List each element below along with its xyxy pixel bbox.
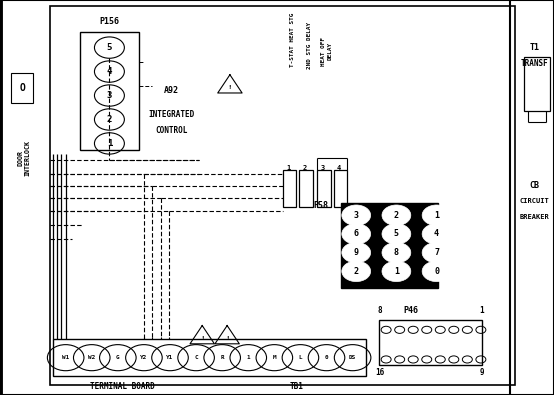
- Bar: [53, 339, 366, 376]
- Text: 9: 9: [480, 368, 484, 376]
- Text: CIRCUIT: CIRCUIT: [520, 198, 550, 205]
- Text: !: !: [201, 336, 203, 340]
- Text: A92: A92: [164, 87, 179, 95]
- Text: 7: 7: [434, 248, 439, 257]
- Text: 1: 1: [286, 165, 290, 171]
- Bar: [379, 320, 482, 365]
- Text: 1: 1: [394, 267, 399, 276]
- Text: W2: W2: [88, 355, 95, 360]
- Text: 2: 2: [394, 211, 399, 220]
- Bar: [11, 73, 33, 103]
- Circle shape: [342, 224, 371, 244]
- Circle shape: [342, 261, 371, 282]
- Text: DS: DS: [349, 355, 356, 360]
- Text: 1: 1: [247, 355, 250, 360]
- Text: P46: P46: [403, 306, 419, 314]
- Text: 0: 0: [325, 355, 329, 360]
- Text: Y2: Y2: [140, 355, 147, 360]
- Bar: [50, 6, 515, 385]
- Text: Y1: Y1: [166, 355, 173, 360]
- Circle shape: [382, 224, 411, 244]
- Text: BREAKER: BREAKER: [520, 214, 550, 220]
- Text: 0: 0: [434, 267, 439, 276]
- Text: 5: 5: [107, 43, 112, 52]
- Circle shape: [382, 243, 411, 263]
- Text: M: M: [273, 355, 276, 360]
- Bar: [317, 170, 331, 207]
- Circle shape: [422, 205, 451, 226]
- Text: T1: T1: [530, 43, 540, 52]
- Bar: [524, 57, 550, 111]
- Text: 2: 2: [302, 165, 307, 171]
- Text: 6: 6: [353, 229, 359, 239]
- Text: 2: 2: [107, 115, 112, 124]
- Text: 16: 16: [375, 368, 384, 376]
- Text: 8: 8: [394, 248, 399, 257]
- Bar: [341, 203, 438, 288]
- Text: W1: W1: [62, 355, 69, 360]
- Circle shape: [422, 261, 451, 282]
- Text: C: C: [194, 355, 198, 360]
- Text: TB1: TB1: [289, 382, 304, 391]
- Text: L: L: [299, 355, 302, 360]
- Text: O: O: [19, 83, 25, 93]
- Circle shape: [342, 205, 371, 226]
- Text: T-STAT HEAT STG: T-STAT HEAT STG: [290, 12, 295, 67]
- Text: 4: 4: [107, 67, 112, 76]
- Text: G: G: [116, 355, 120, 360]
- Text: TRANSF: TRANSF: [521, 59, 548, 68]
- Text: 3: 3: [353, 211, 359, 220]
- Circle shape: [382, 261, 411, 282]
- Circle shape: [342, 243, 371, 263]
- Text: R: R: [220, 355, 224, 360]
- Bar: [299, 170, 313, 207]
- Text: !: !: [226, 336, 228, 340]
- Text: 2ND STG DELAY: 2ND STG DELAY: [306, 22, 312, 69]
- Text: 1: 1: [434, 211, 439, 220]
- Text: 4: 4: [337, 165, 341, 171]
- Text: 2: 2: [353, 267, 359, 276]
- Bar: [283, 170, 296, 207]
- Text: 3: 3: [107, 91, 112, 100]
- Text: 9: 9: [353, 248, 359, 257]
- Text: DOOR
INTERLOCK: DOOR INTERLOCK: [18, 140, 31, 176]
- Text: HEAT OFF
DELAY: HEAT OFF DELAY: [321, 37, 332, 66]
- Text: P156: P156: [99, 17, 120, 26]
- Text: P58: P58: [314, 201, 329, 210]
- Text: TERMINAL BOARD: TERMINAL BOARD: [90, 382, 154, 391]
- Circle shape: [382, 205, 411, 226]
- Text: CONTROL: CONTROL: [156, 126, 188, 135]
- Text: 4: 4: [434, 229, 439, 239]
- Circle shape: [422, 243, 451, 263]
- Text: 1: 1: [480, 306, 484, 314]
- Bar: [80, 32, 138, 150]
- Text: 5: 5: [394, 229, 399, 239]
- Text: 3: 3: [320, 165, 325, 171]
- Text: INTEGRATED: INTEGRATED: [148, 110, 195, 119]
- Text: CB: CB: [530, 181, 540, 190]
- Circle shape: [422, 224, 451, 244]
- Text: !: !: [229, 85, 231, 90]
- Text: 1: 1: [107, 139, 112, 148]
- Text: 8: 8: [377, 306, 382, 314]
- Bar: [334, 170, 347, 207]
